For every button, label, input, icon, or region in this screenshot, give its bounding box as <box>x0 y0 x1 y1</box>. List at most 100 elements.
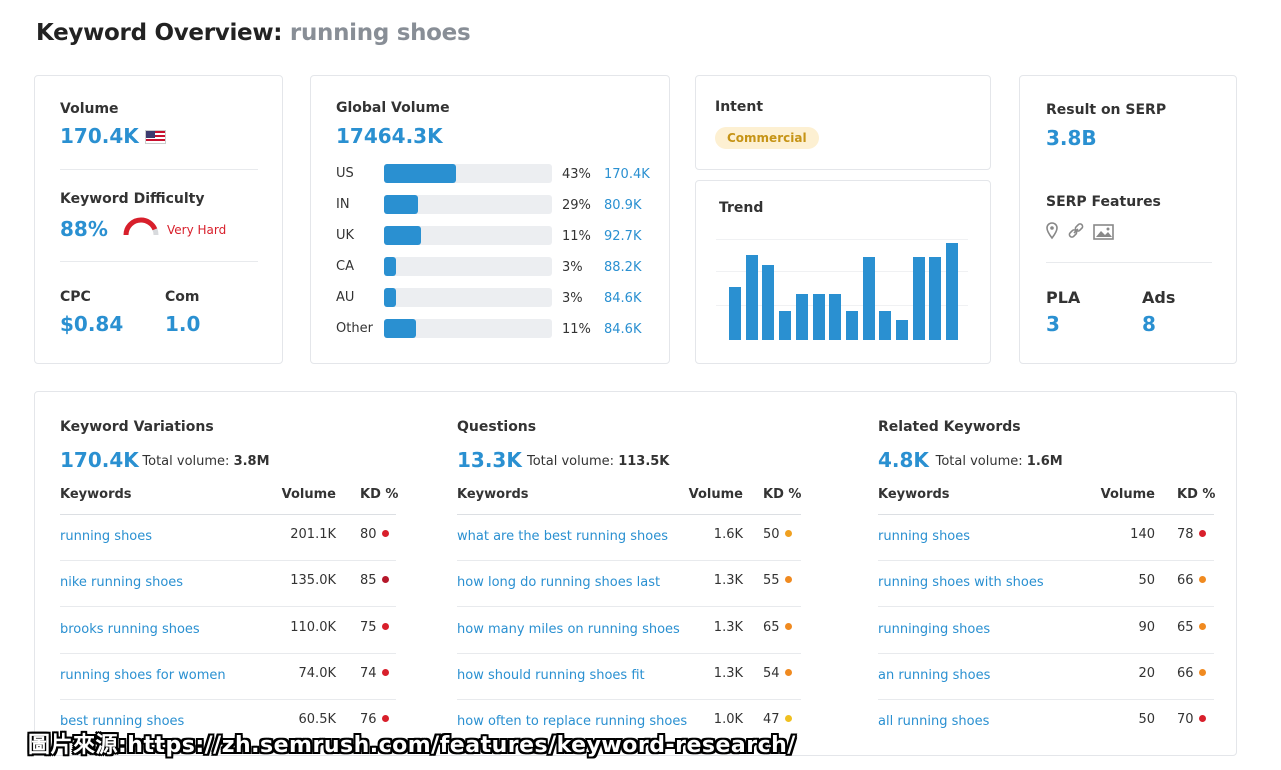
keyword-volume: 1.3K <box>713 619 743 635</box>
keyword-link[interactable]: running shoes <box>878 529 971 544</box>
intent-badge: Commercial <box>715 127 819 149</box>
kd-number: 47 <box>763 712 780 728</box>
keyword-volume: 135.0K <box>290 573 336 589</box>
keyword-link[interactable]: running shoes with shoes <box>878 575 1044 591</box>
total-volume-value: 113.5K <box>618 454 670 469</box>
share-bar-fill <box>384 195 418 214</box>
share-bar-fill <box>384 319 416 338</box>
country-volume[interactable]: 88.2K <box>604 260 642 275</box>
section-total-volume: Total volume: 3.8M <box>142 454 269 469</box>
keyword-volume: 1.3K <box>713 665 743 681</box>
keyword-kd: 65 <box>763 620 792 635</box>
keyword-kd: 85 <box>360 573 389 588</box>
country-volume[interactable]: 80.9K <box>604 198 642 213</box>
kd-dot-icon <box>381 530 389 537</box>
column-header-volume[interactable]: Volume <box>281 487 336 502</box>
global-volume-card: Global Volume 17464.3K US 43% 170.4K IN 29% 8… <box>310 75 670 364</box>
total-volume-value: 3.8M <box>233 454 270 469</box>
section-count: 4.8K <box>878 448 929 472</box>
trend-bar <box>946 243 959 340</box>
section-title: Questions <box>457 419 537 435</box>
trend-bar <box>812 293 825 340</box>
kd-dot-icon <box>1198 715 1206 723</box>
keyword-link[interactable]: brooks running shoes <box>60 621 200 637</box>
global-volume-value: 17464.3K <box>336 124 443 148</box>
column-header-volume[interactable]: Volume <box>1100 487 1155 502</box>
section-title: Related Keywords <box>878 419 1021 435</box>
keyword-volume: 140 <box>1130 527 1155 542</box>
trend-bar <box>779 310 792 340</box>
kd-number: 76 <box>360 712 377 728</box>
keyword-kd: 47 <box>763 712 792 727</box>
column-header-kd[interactable]: KD % <box>763 487 802 502</box>
keyword-link[interactable]: runninging shoes <box>878 621 991 637</box>
cpc-label: CPC <box>60 289 91 305</box>
image-source-caption: 圖片來源:https://zh.semrush.com/features/key… <box>28 733 796 758</box>
keyword-kd: 66 <box>1177 573 1206 588</box>
country-volume[interactable]: 170.4K <box>604 167 650 182</box>
kd-number: 66 <box>1177 665 1194 681</box>
trend-card: Trend <box>695 180 991 364</box>
country-volume[interactable]: 92.7K <box>604 229 642 244</box>
country-code: AU <box>336 290 355 305</box>
column-header-keywords[interactable]: Keywords <box>457 487 529 502</box>
kd-dot-icon <box>784 530 792 537</box>
volume-number: 170.4K <box>60 124 139 148</box>
global-volume-row: CA 3% 88.2K <box>336 257 666 277</box>
share-bar-track <box>384 319 552 338</box>
keyword-kd: 74 <box>360 666 389 681</box>
kd-dot-icon <box>381 715 389 723</box>
column-header-volume[interactable]: Volume <box>688 487 743 502</box>
country-volume[interactable]: 84.6K <box>604 322 642 337</box>
ads-value: 8 <box>1142 312 1156 336</box>
trend-bar <box>912 257 925 340</box>
keyword-link[interactable]: how should running shoes fit <box>457 667 645 683</box>
share-bar-track <box>384 164 552 183</box>
share-bar-fill <box>384 226 421 245</box>
column-header-kd[interactable]: KD % <box>1177 487 1216 502</box>
keyword-kd: 65 <box>1177 620 1206 635</box>
trend-bar <box>896 319 908 340</box>
keyword-tables-card: Keyword Variations 170.4K Total volume: 3.… <box>34 391 1237 756</box>
keyword-link[interactable]: best running shoes <box>60 714 185 730</box>
intent-label: Intent <box>715 99 764 115</box>
keyword-link[interactable]: an running shoes <box>878 667 991 683</box>
result-on-serp-value: 3.8B <box>1046 126 1097 150</box>
global-volume-row: Other 11% 84.6K <box>336 319 666 339</box>
volume-label: Volume <box>60 101 119 117</box>
trend-bar <box>862 257 875 340</box>
keyword-volume: 90 <box>1138 619 1155 635</box>
kd-gauge-icon <box>123 217 159 236</box>
kd-dot-icon <box>381 622 389 630</box>
column-header-keywords[interactable]: Keywords <box>60 487 132 502</box>
column-header-kd[interactable]: KD % <box>360 487 399 502</box>
keyword-link[interactable]: running shoes <box>60 529 153 544</box>
total-volume-label: Total volume: <box>935 454 1023 469</box>
keyword-link[interactable]: how long do running shoes last <box>457 575 661 591</box>
kd-value: 88% <box>60 217 108 241</box>
keyword-volume: 1.0K <box>713 712 743 728</box>
cpc-value: $0.84 <box>60 312 124 336</box>
keyword-link[interactable]: what are the best running shoes <box>457 529 668 544</box>
country-volume[interactable]: 84.6K <box>604 291 642 306</box>
keyword-link[interactable]: running shoes for women <box>60 667 226 683</box>
kd-dot-icon <box>784 576 792 584</box>
keyword-kd: 78 <box>1177 527 1206 542</box>
us-flag-icon <box>144 130 166 144</box>
trend-bar <box>929 257 942 340</box>
section-total-volume: Total volume: 1.6M <box>936 454 1063 469</box>
section-title: Keyword Variations <box>60 419 214 435</box>
keyword-link[interactable]: how many miles on running shoes <box>457 621 680 637</box>
keyword-link[interactable]: all running shoes <box>878 714 990 730</box>
keyword-link[interactable]: how often to replace running shoes <box>457 714 688 730</box>
kd-number: 65 <box>763 619 780 635</box>
keyword-link[interactable]: nike running shoes <box>60 575 184 591</box>
column-header-keywords[interactable]: Keywords <box>878 487 950 502</box>
kd-number: 66 <box>1177 573 1194 589</box>
keyword-kd: 75 <box>360 620 389 635</box>
kd-dot-icon <box>784 668 792 676</box>
com-label: Com <box>165 289 200 305</box>
trend-bar <box>762 265 775 340</box>
keyword-volume: 1.6K <box>713 527 743 542</box>
keyword-kd: 50 <box>763 527 792 542</box>
